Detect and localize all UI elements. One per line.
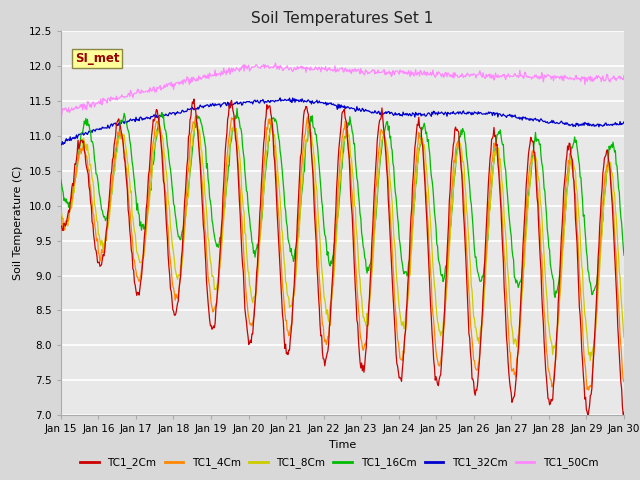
Y-axis label: Soil Temperature (C): Soil Temperature (C) [13, 166, 23, 280]
Title: Soil Temperatures Set 1: Soil Temperatures Set 1 [252, 11, 433, 26]
X-axis label: Time: Time [329, 440, 356, 450]
Text: SI_met: SI_met [75, 52, 120, 65]
Legend: TC1_2Cm, TC1_4Cm, TC1_8Cm, TC1_16Cm, TC1_32Cm, TC1_50Cm: TC1_2Cm, TC1_4Cm, TC1_8Cm, TC1_16Cm, TC1… [76, 453, 602, 472]
